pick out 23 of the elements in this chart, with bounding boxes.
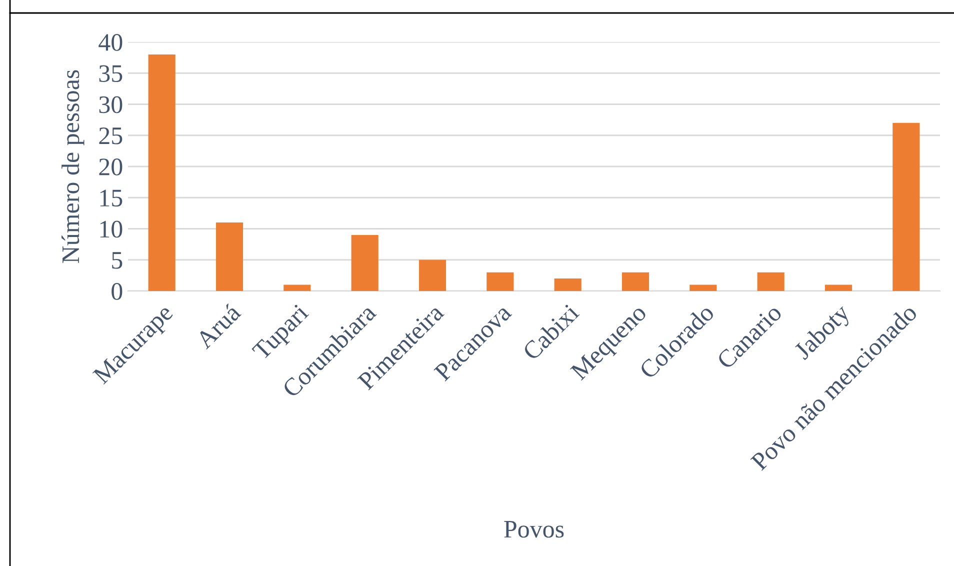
y-tick-label: 10 xyxy=(100,220,122,238)
bar xyxy=(757,272,784,291)
y-tick-label: 35 xyxy=(99,65,122,82)
y-axis-title: Número de pessoas xyxy=(62,70,84,263)
y-tick-label: 15 xyxy=(100,190,122,207)
bar xyxy=(824,284,852,291)
y-tick-label: 25 xyxy=(99,127,122,144)
bar xyxy=(486,272,514,291)
bar xyxy=(418,260,446,291)
bar xyxy=(148,54,176,291)
y-tick-label: 0 xyxy=(112,283,122,300)
bar xyxy=(690,284,717,291)
y-tick-label: 5 xyxy=(112,252,122,269)
bar xyxy=(622,272,650,291)
x-axis-title: Povos xyxy=(504,521,564,538)
y-tick-label: 30 xyxy=(99,96,122,114)
bar xyxy=(554,278,582,291)
y-tick-label: 40 xyxy=(98,34,122,51)
bar xyxy=(351,234,378,291)
bar xyxy=(216,222,244,291)
bar xyxy=(284,284,311,291)
y-tick-label: 20 xyxy=(99,158,122,176)
bar xyxy=(892,122,920,291)
